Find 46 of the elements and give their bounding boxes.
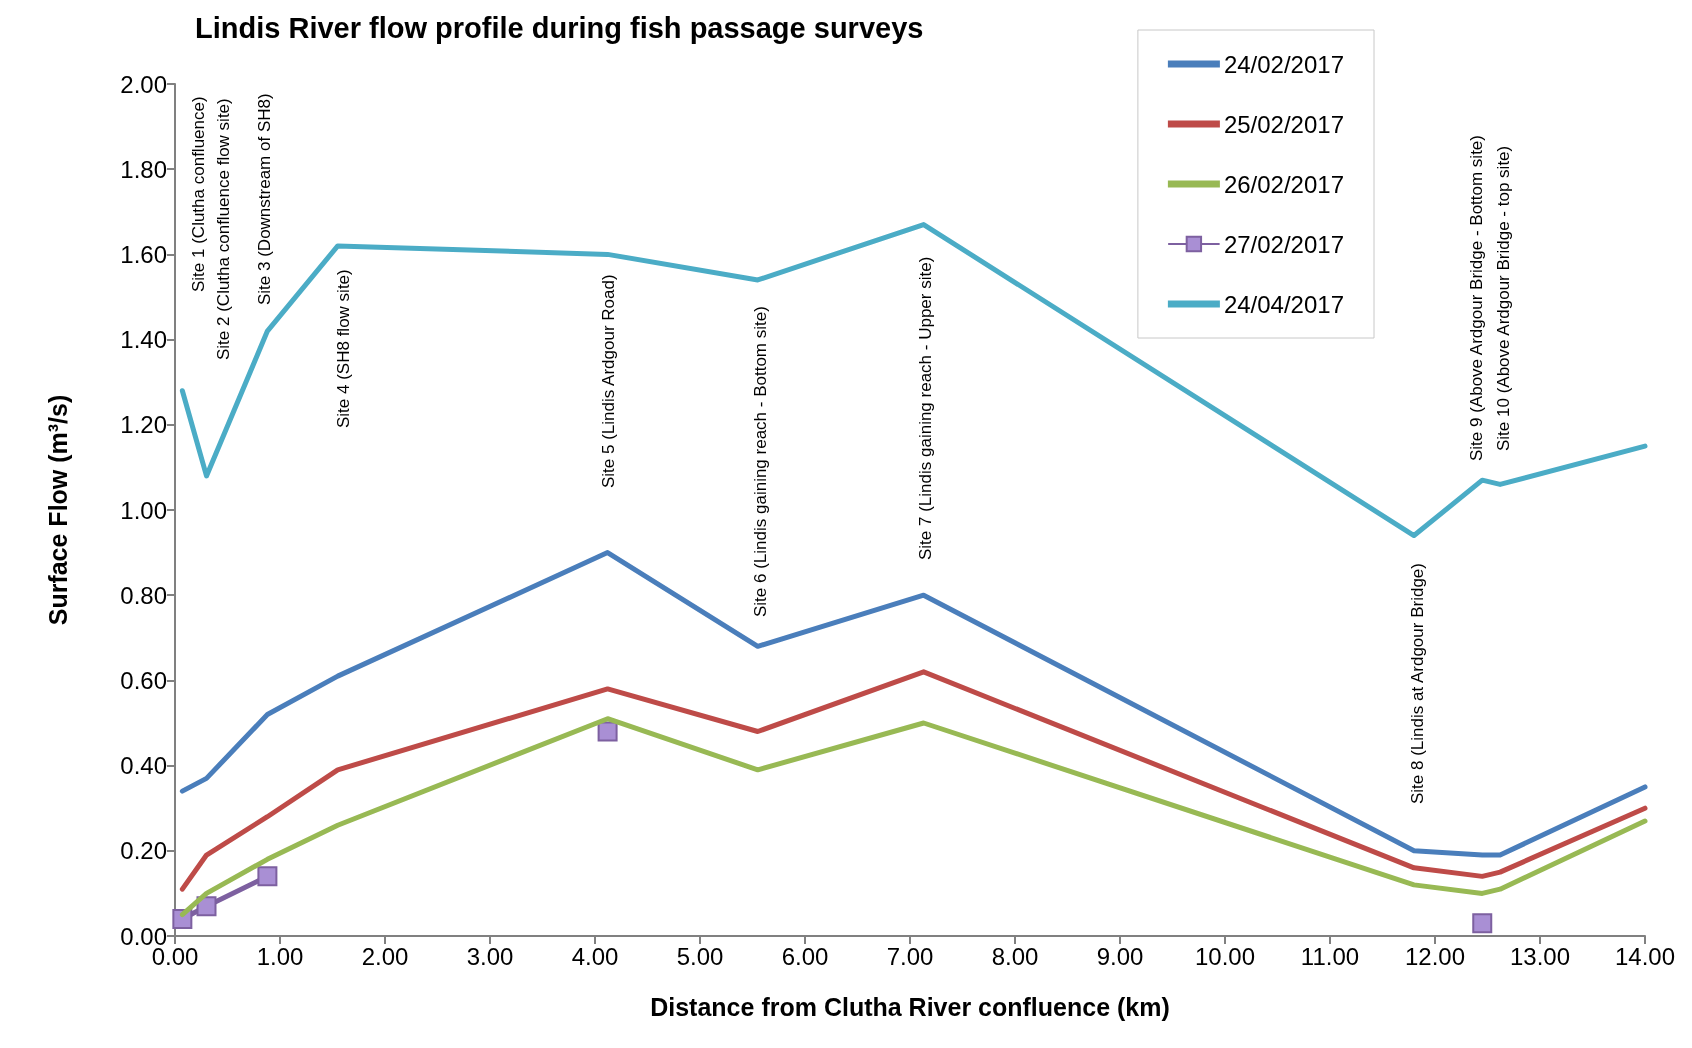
x-tick-label: 8.00 bbox=[991, 942, 1039, 970]
annotation: Site 8 (Lindis at Ardgour Bridge) bbox=[1407, 563, 1427, 804]
x-tick-label: 3.00 bbox=[466, 942, 514, 970]
legend-label: 24/02/2017 bbox=[1223, 50, 1345, 78]
y-tick-label: 1.60 bbox=[120, 240, 167, 268]
annotation: Site 2 (Clutha confluence flow site) bbox=[213, 98, 233, 360]
x-tick-label: 7.00 bbox=[886, 942, 934, 970]
y-tick-label: 0.60 bbox=[120, 666, 167, 694]
x-tick-label: 10.00 bbox=[1194, 942, 1256, 970]
chart-title: Lindis River flow profile during fish passage surveys bbox=[195, 11, 924, 44]
y-tick-label: 1.00 bbox=[120, 496, 167, 524]
y-tick-label: 1.40 bbox=[120, 326, 167, 354]
point bbox=[257, 866, 278, 887]
y-tick-label: 1.80 bbox=[120, 155, 167, 183]
x-tick-label: 5.00 bbox=[676, 942, 724, 970]
x-tick-label: 14.00 bbox=[1614, 942, 1676, 970]
annotation: Site 9 (Above Ardgour Bridge - Bottom site) bbox=[1466, 135, 1486, 461]
y-tick-label: 0.20 bbox=[120, 837, 167, 865]
annotation: Site 10 (Above Ardgour Bridge - top site) bbox=[1493, 145, 1513, 451]
x-tick-label: 13.00 bbox=[1509, 942, 1571, 970]
x-tick-label: 4.00 bbox=[571, 942, 619, 970]
x-tick-label: 9.00 bbox=[1096, 942, 1144, 970]
legend-label: 25/02/2017 bbox=[1223, 110, 1345, 138]
point bbox=[597, 721, 618, 742]
point bbox=[1472, 913, 1493, 934]
legend-label: 27/02/2017 bbox=[1223, 230, 1345, 258]
y-axis-title: Surface Flow (m³/s) bbox=[43, 394, 72, 626]
x-tick-label: 11.00 bbox=[1300, 942, 1360, 970]
annotation: Site 5 (Lindis Ardgour Road) bbox=[598, 274, 618, 488]
x-tick-label: 2.00 bbox=[361, 942, 409, 970]
y-tick-label: 0.40 bbox=[120, 752, 167, 780]
annotation: Site 1 (Clutha confluence) bbox=[188, 96, 208, 292]
annotation: Site 7 (Lindis gaining reach - Upper site) bbox=[915, 256, 935, 560]
legend-label: 24/04/2017 bbox=[1223, 290, 1345, 318]
x-axis-title: Distance from Clutha River confluence (km) bbox=[650, 992, 1170, 1021]
y-tick-label: 0.80 bbox=[120, 581, 167, 609]
x-tick-label: 1.00 bbox=[256, 942, 304, 970]
annotation: Site 3 (Downstream of SH8) bbox=[254, 93, 274, 305]
y-tick-label: 2.00 bbox=[120, 70, 167, 98]
annotation: Site 6 (Lindis gaining reach - Bottom site) bbox=[750, 306, 770, 617]
y-tick-label: 1.20 bbox=[120, 411, 167, 439]
legend-label: 26/02/2017 bbox=[1223, 170, 1345, 198]
annotation: Site 4 (SH8 flow site) bbox=[333, 269, 353, 428]
point bbox=[196, 896, 217, 917]
x-tick-label: 6.00 bbox=[781, 942, 829, 970]
x-tick-label: 12.00 bbox=[1404, 942, 1466, 970]
